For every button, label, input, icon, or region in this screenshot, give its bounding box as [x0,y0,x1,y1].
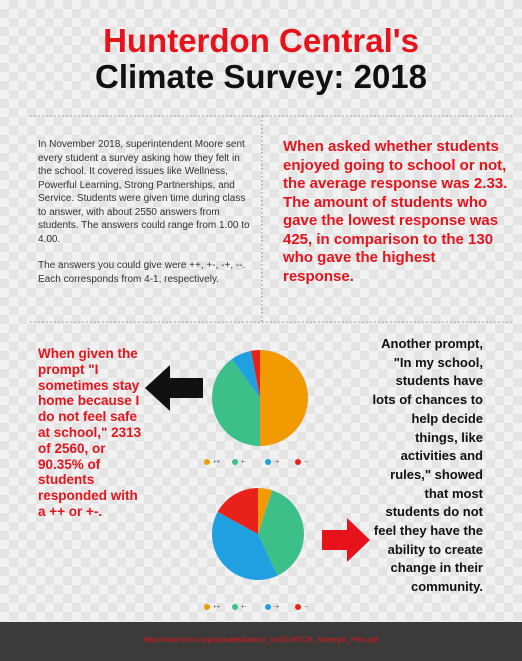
pie-slice [211,511,278,581]
paragraph: The answers you could give were ++, +-, … [38,260,246,285]
title: Climate Survey: 2018 [94,58,427,95]
legend-label: -+ [274,460,280,466]
legend-swatch [265,604,271,610]
pie-slice [217,488,258,534]
legend-label: +- [241,605,247,611]
footer [0,622,522,661]
legend-swatch [232,459,238,465]
legend-label: +- [241,460,247,466]
source-link[interactable]: http://www.hcrhs.org/uploaded/about_hc/2… [143,635,379,644]
legend-swatch [295,459,301,465]
legend-swatch [204,604,210,610]
legend-swatch [295,604,301,610]
finding: Another prompt, "In my school, students … [372,336,483,595]
intro: In November 2018, superintendent Moore s… [38,138,250,299]
arrow [145,365,203,411]
paragraph: In November 2018, superintendent Moore s… [38,139,250,245]
legend-swatch [232,604,238,610]
legend-label: ++ [213,605,221,611]
pie-slice [211,359,260,446]
pie-slice [251,350,260,398]
pie-slice [258,488,273,534]
pie-slice [258,490,305,576]
arrow [322,518,370,562]
finding: When given the prompt "I sometimes stay … [38,346,142,519]
legend-swatch [265,459,271,465]
legend-label: ++ [213,460,221,466]
legend-swatch [204,459,210,465]
pie-slice [231,350,260,398]
finding: When asked whether students enjoyed goin… [283,138,508,285]
pie-slice [260,350,308,446]
legend-label: -- [304,460,308,466]
legend-label: -+ [274,605,280,611]
legend-label: -- [304,605,308,611]
title: Hunterdon Central's [103,22,419,59]
